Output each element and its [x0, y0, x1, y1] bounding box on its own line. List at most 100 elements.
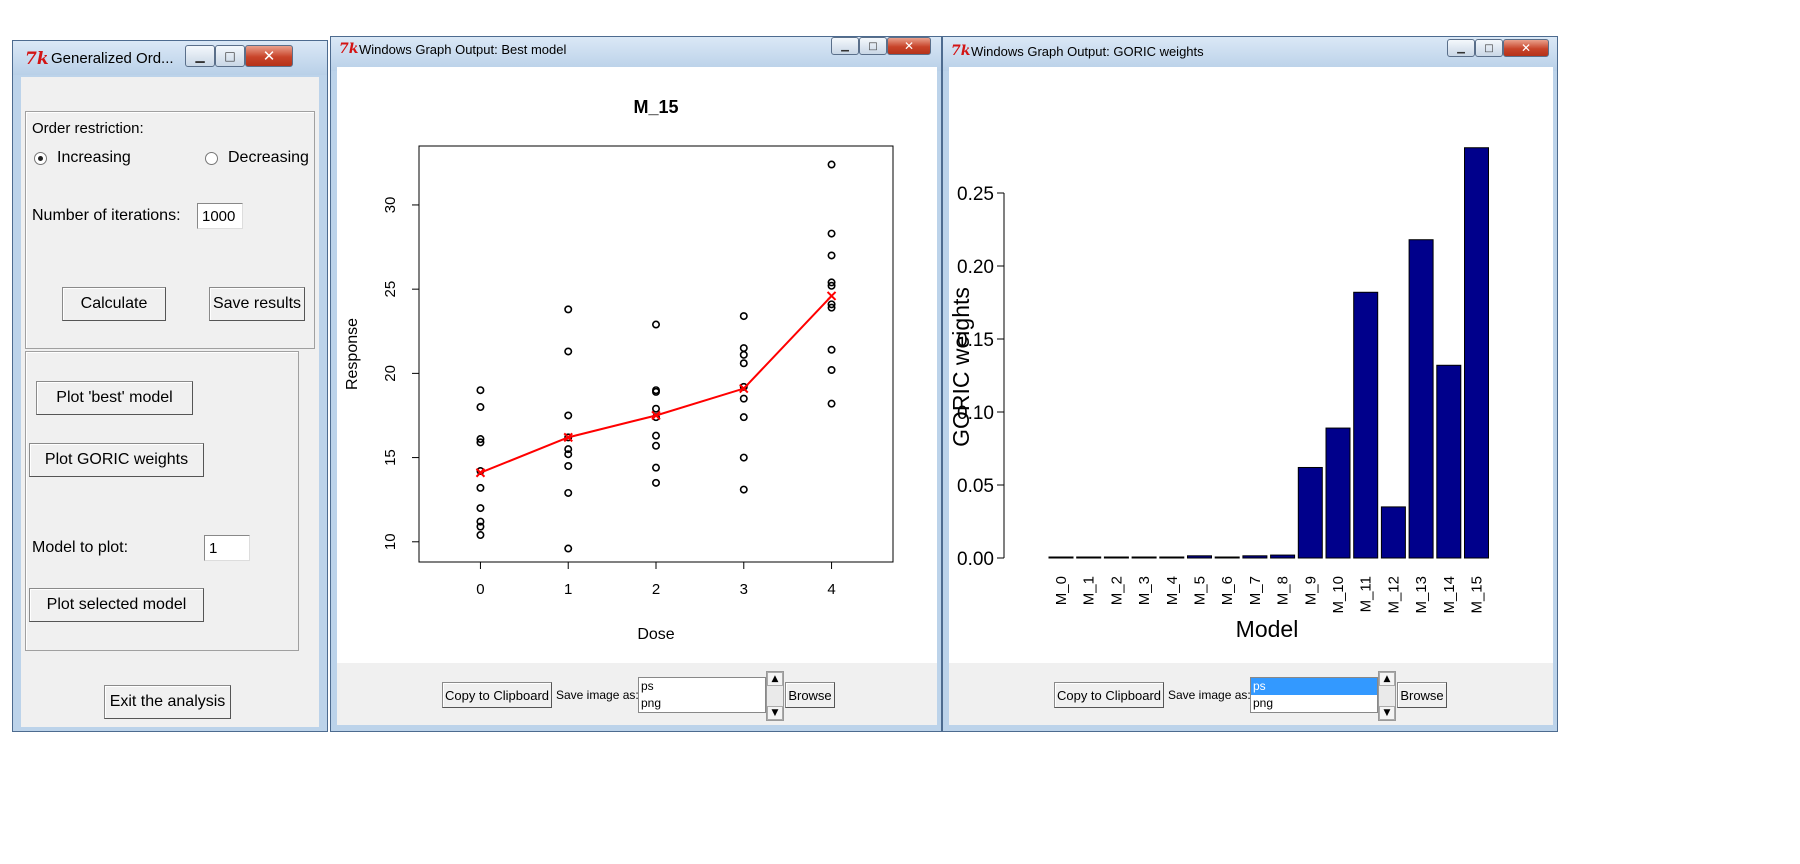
- x-tick-label: M_3: [1136, 576, 1153, 605]
- minimize-button[interactable]: ▁: [831, 37, 859, 55]
- order-restriction-label: Order restriction:: [32, 120, 144, 137]
- scroll-up-arrow-icon[interactable]: ▲: [1379, 672, 1395, 686]
- data-point: [827, 399, 836, 408]
- chart-title: M_15: [633, 97, 678, 117]
- bar: [1436, 364, 1462, 559]
- bar: [1131, 556, 1157, 559]
- format-listbox[interactable]: ps png: [1250, 677, 1378, 713]
- x-tick-label: 3: [740, 581, 748, 598]
- bar: [1408, 239, 1434, 559]
- fit-marker: [826, 291, 837, 301]
- browse-button[interactable]: Browse: [785, 682, 835, 708]
- close-button[interactable]: ✕: [1503, 39, 1549, 57]
- copy-to-clipboard-button[interactable]: Copy to Clipboard: [1054, 682, 1164, 708]
- best-model-canvas-area: M_15 Dose Response 0 1 2 3 4 10 15 20 25 30: [337, 67, 937, 663]
- minimize-button[interactable]: ▁: [185, 45, 215, 67]
- format-option[interactable]: ps: [641, 679, 654, 693]
- data-point: [827, 281, 836, 290]
- plot-goric-weights-button[interactable]: Plot GORIC weights: [29, 443, 204, 477]
- iterations-label: Number of iterations:: [32, 207, 181, 224]
- main-window-title: Generalized Ord...: [51, 50, 174, 67]
- format-option-selected[interactable]: ps: [1251, 678, 1377, 695]
- bar: [1103, 556, 1129, 559]
- calculate-button[interactable]: Calculate: [62, 287, 166, 321]
- maximize-button[interactable]: □: [215, 45, 245, 67]
- best-model-titlebar[interactable]: 7k Windows Graph Output: Best model ▁ □ …: [331, 37, 941, 71]
- data-point: [739, 359, 748, 368]
- data-point: [739, 344, 748, 353]
- data-point: [476, 403, 485, 412]
- plot-frame: [25, 351, 299, 651]
- data-point: [476, 522, 485, 531]
- data-point: [739, 485, 748, 494]
- tk-icon: 7k: [339, 41, 359, 57]
- exit-analysis-button[interactable]: Exit the analysis: [104, 685, 231, 719]
- close-button[interactable]: ✕: [245, 45, 293, 67]
- x-axis-label: Model: [1236, 616, 1299, 642]
- scroll-down-arrow-icon[interactable]: ▼: [1379, 706, 1395, 720]
- y-tick-label: 25: [382, 281, 399, 298]
- plot-best-model-button[interactable]: Plot 'best' model: [36, 381, 193, 415]
- bar: [1353, 291, 1379, 559]
- data-point: [827, 229, 836, 238]
- copy-to-clipboard-button[interactable]: Copy to Clipboard: [442, 682, 552, 708]
- data-point: [564, 411, 573, 420]
- fit-marker: [651, 410, 661, 421]
- bar: [1159, 556, 1185, 559]
- x-tick-label: M_4: [1164, 576, 1181, 605]
- main-titlebar[interactable]: 7k Generalized Ord... ▁ □ ✕: [13, 41, 327, 75]
- x-axis-label: Dose: [637, 626, 674, 643]
- minimize-button[interactable]: ▁: [1447, 39, 1475, 57]
- y-tick-label: 15: [382, 449, 399, 466]
- maximize-button[interactable]: □: [1475, 39, 1503, 57]
- y-axis-label: GORIC weights: [949, 287, 974, 447]
- x-tick-label: 2: [652, 581, 660, 598]
- iterations-input[interactable]: [197, 203, 243, 229]
- data-point: [476, 531, 485, 540]
- data-point: [739, 453, 748, 462]
- y-axis-label: Response: [344, 318, 361, 390]
- data-point: [827, 365, 836, 374]
- goric-toolbar: Copy to Clipboard Save image as: ps png …: [949, 663, 1553, 725]
- x-tick-label: M_0: [1053, 576, 1070, 605]
- data-point: [827, 345, 836, 354]
- scroll-down-arrow-icon[interactable]: ▼: [767, 706, 783, 720]
- data-point: [827, 160, 836, 169]
- increasing-label[interactable]: Increasing: [57, 149, 131, 166]
- scroll-up-arrow-icon[interactable]: ▲: [767, 672, 783, 686]
- bar: [1325, 427, 1351, 559]
- x-tick-label: 4: [827, 581, 835, 598]
- format-option[interactable]: png: [641, 696, 662, 710]
- goric-canvas-area: 0.00 0.05 0.10 0.15 0.20 0.25 GORIC weights M_0…: [949, 67, 1553, 663]
- plot-selected-model-button[interactable]: Plot selected model: [29, 588, 204, 622]
- plot-box: [418, 145, 894, 563]
- best-model-window: 7k Windows Graph Output: Best model ▁ □ …: [330, 36, 942, 732]
- format-listbox[interactable]: ps png: [638, 677, 766, 713]
- order-frame: [25, 111, 315, 349]
- fit-marker: [563, 432, 573, 443]
- y-tick-label: 0.00: [957, 549, 994, 570]
- goric-titlebar[interactable]: 7k Windows Graph Output: GORIC weights ▁…: [943, 37, 1557, 71]
- x-tick-label: M_2: [1108, 576, 1125, 605]
- format-option[interactable]: png: [1253, 696, 1274, 710]
- save-results-button[interactable]: Save results: [209, 287, 305, 321]
- data-point: [651, 431, 660, 440]
- save-image-as-label: Save image as:: [1168, 688, 1251, 702]
- format-scrollbar[interactable]: ▲ ▼: [1378, 671, 1396, 721]
- format-scrollbar[interactable]: ▲ ▼: [766, 671, 784, 721]
- browse-button[interactable]: Browse: [1397, 682, 1447, 708]
- fit-line: [480, 295, 833, 474]
- decreasing-radio[interactable]: [205, 152, 218, 165]
- x-tick-label: M_7: [1247, 576, 1264, 605]
- data-point: [564, 488, 573, 497]
- decreasing-label[interactable]: Decreasing: [228, 149, 309, 166]
- y-tick-label: 0.05: [957, 476, 994, 497]
- y-tick-label: 10: [382, 533, 399, 550]
- close-button[interactable]: ✕: [887, 37, 931, 55]
- x-tick-label: 1: [564, 581, 572, 598]
- model-to-plot-input[interactable]: [204, 535, 250, 561]
- goric-window: 7k Windows Graph Output: GORIC weights ▁…: [942, 36, 1558, 732]
- maximize-button[interactable]: □: [859, 37, 887, 55]
- bar: [1270, 554, 1296, 559]
- increasing-radio[interactable]: [34, 152, 47, 165]
